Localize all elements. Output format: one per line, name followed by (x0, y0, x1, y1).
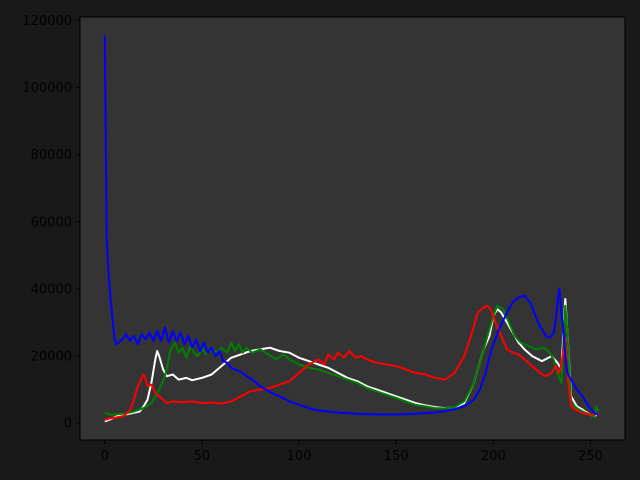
x-tick-label: 50 (194, 449, 211, 464)
series-line-2 (104, 304, 599, 421)
y-tick-label: 20000 (31, 350, 72, 365)
y-tick-label: 0 (64, 417, 72, 432)
plot-area (79, 16, 626, 441)
series-line-3 (103, 35, 599, 416)
x-tick-label: 150 (384, 449, 409, 464)
y-tick-label: 40000 (31, 282, 72, 297)
x-tick-label: 100 (287, 449, 312, 464)
x-tick-label: 0 (101, 449, 109, 464)
y-tick-label: 80000 (31, 148, 72, 163)
y-tick-label: 100000 (22, 81, 72, 96)
y-tick-label: 120000 (22, 14, 72, 29)
series-line-0 (104, 298, 599, 423)
y-tick-label: 60000 (31, 215, 72, 230)
axis-layer: 0 50 100 150 200 250 0 20000 40000 60000 80000 1000… (22, 14, 603, 464)
x-tick-label: 250 (578, 449, 603, 464)
series-layer (103, 35, 600, 423)
x-tick-label: 200 (481, 449, 506, 464)
series-line-1 (104, 304, 600, 418)
